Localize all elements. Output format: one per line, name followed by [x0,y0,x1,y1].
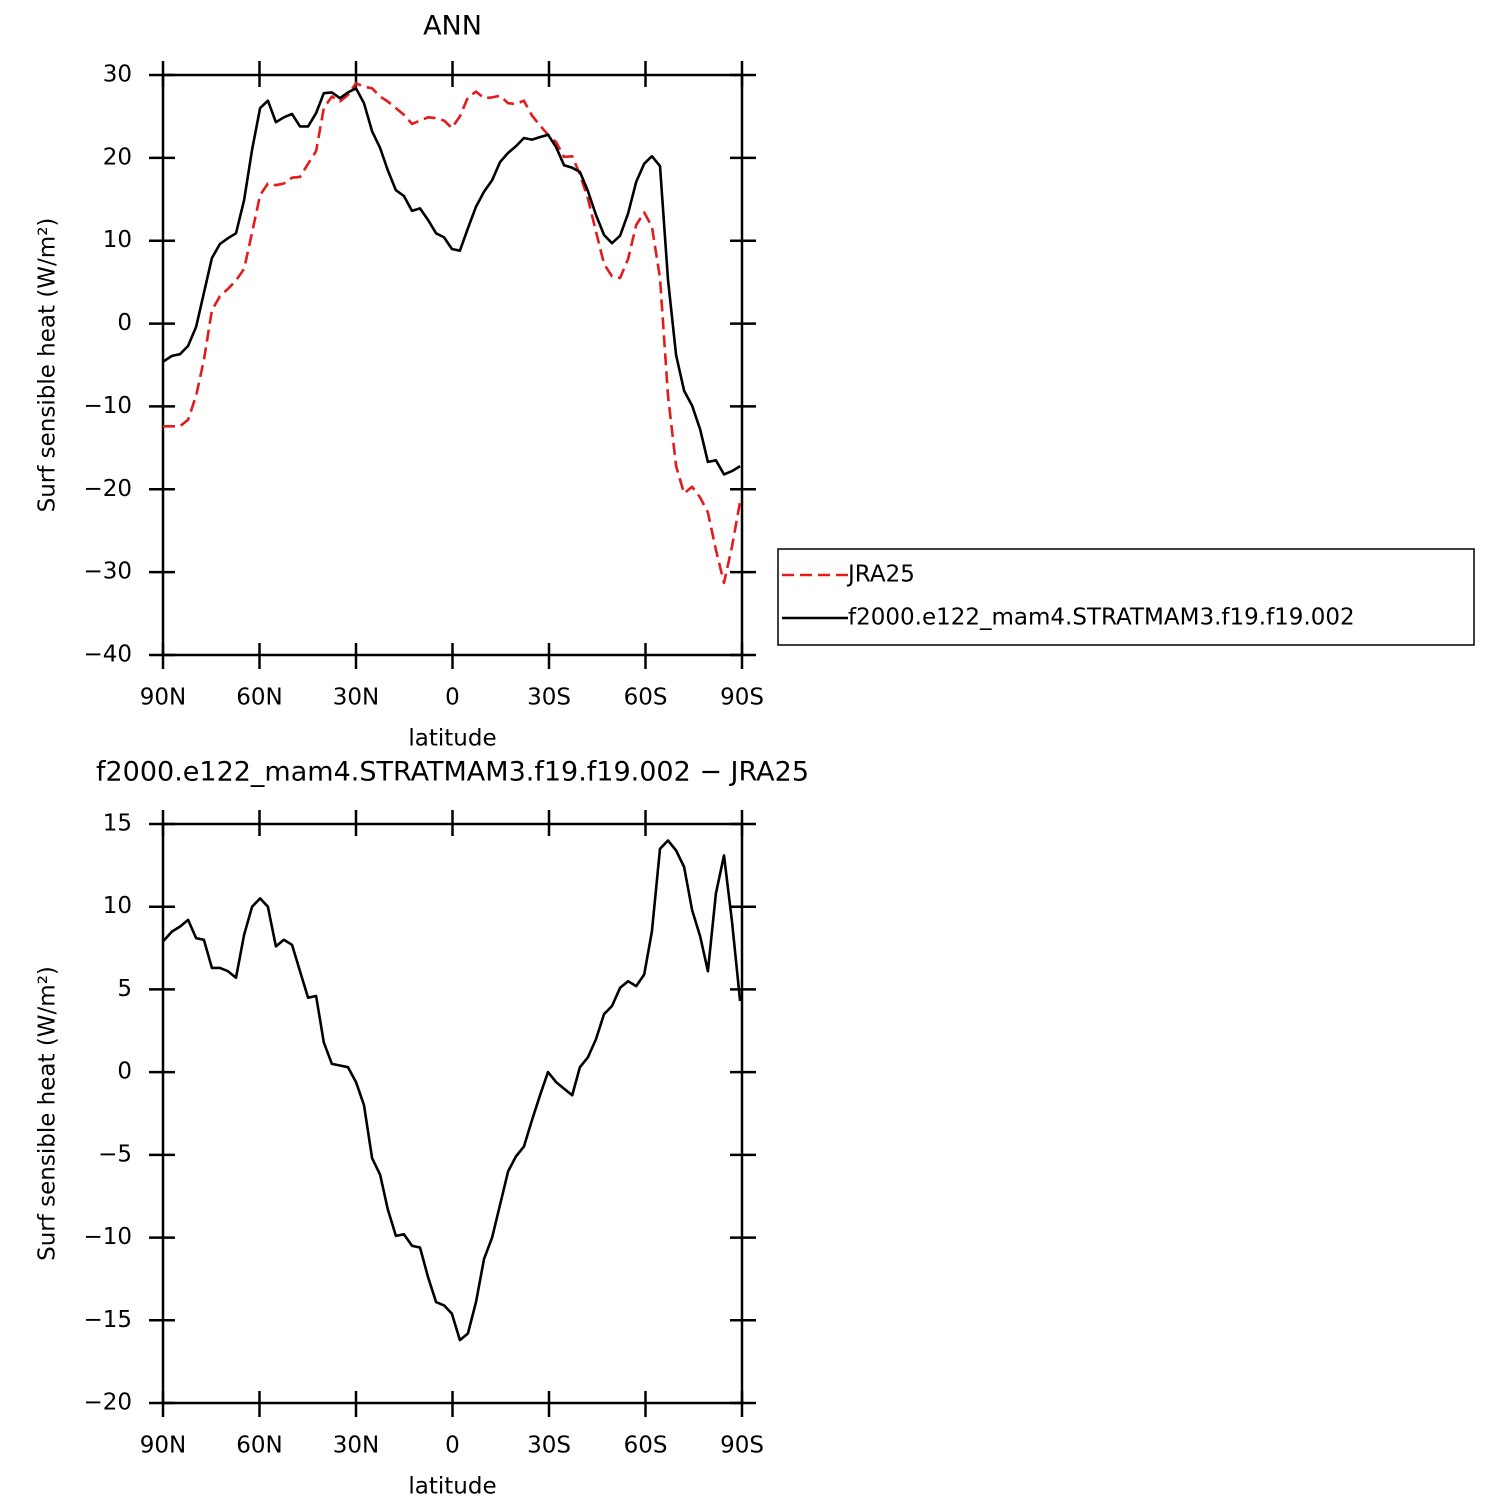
y-tick-label: 0 [117,310,132,336]
x-tick-label: 60S [624,685,668,711]
y-tick-label: 10 [103,893,132,919]
x-tick-label: 0 [445,1433,460,1459]
legend-label: JRA25 [846,562,915,588]
x-axis-label: latitude [408,726,496,752]
y-tick-label: −40 [83,642,132,668]
legend-label: f2000.e122_mam4.STRATMAM3.f19.f19.002 [848,605,1355,631]
plot-frame [161,73,744,657]
x-tick-label: 30S [527,1433,571,1459]
y-tick-label: −20 [83,476,132,502]
y-tick-label: −10 [83,393,132,419]
x-tick-label: 30N [333,685,379,711]
y-axis-label: Surf sensible heat (W/m²) [35,966,61,1261]
chart-title: ANN [423,11,482,42]
x-tick-label: 30N [333,1433,379,1459]
chart-title: f2000.e122_mam4.STRATMAM3.f19.f19.002 − … [96,757,809,788]
series-line [162,87,741,476]
y-tick-label: 0 [117,1059,132,1085]
y-tick-label: −5 [98,1141,132,1167]
y-tick-label: −20 [83,1390,132,1416]
y-tick-label: 15 [103,811,132,837]
x-tick-label: 90S [720,1433,764,1459]
y-tick-label: −10 [83,1224,132,1250]
series-line [163,82,742,585]
y-axis-label: Surf sensible heat (W/m²) [35,218,61,513]
y-tick-label: 10 [103,227,132,253]
y-tick-label: 5 [117,976,132,1002]
y-tick-label: −15 [83,1307,132,1333]
x-tick-label: 90N [140,685,186,711]
data-line [162,839,742,1342]
x-tick-label: 90N [140,1433,186,1459]
x-tick-label: 0 [445,685,460,711]
y-tick-label: −30 [83,559,132,585]
plot-frame [161,822,744,1405]
legend-box [777,548,1475,646]
x-tick-label: 60N [236,685,282,711]
y-tick-label: 30 [103,62,132,88]
x-tick-label: 60S [624,1433,668,1459]
x-tick-label: 60N [236,1433,282,1459]
x-axis-label: latitude [408,1474,496,1500]
x-tick-label: 30S [527,685,571,711]
y-tick-label: 20 [103,144,132,170]
x-tick-label: 90S [720,685,764,711]
